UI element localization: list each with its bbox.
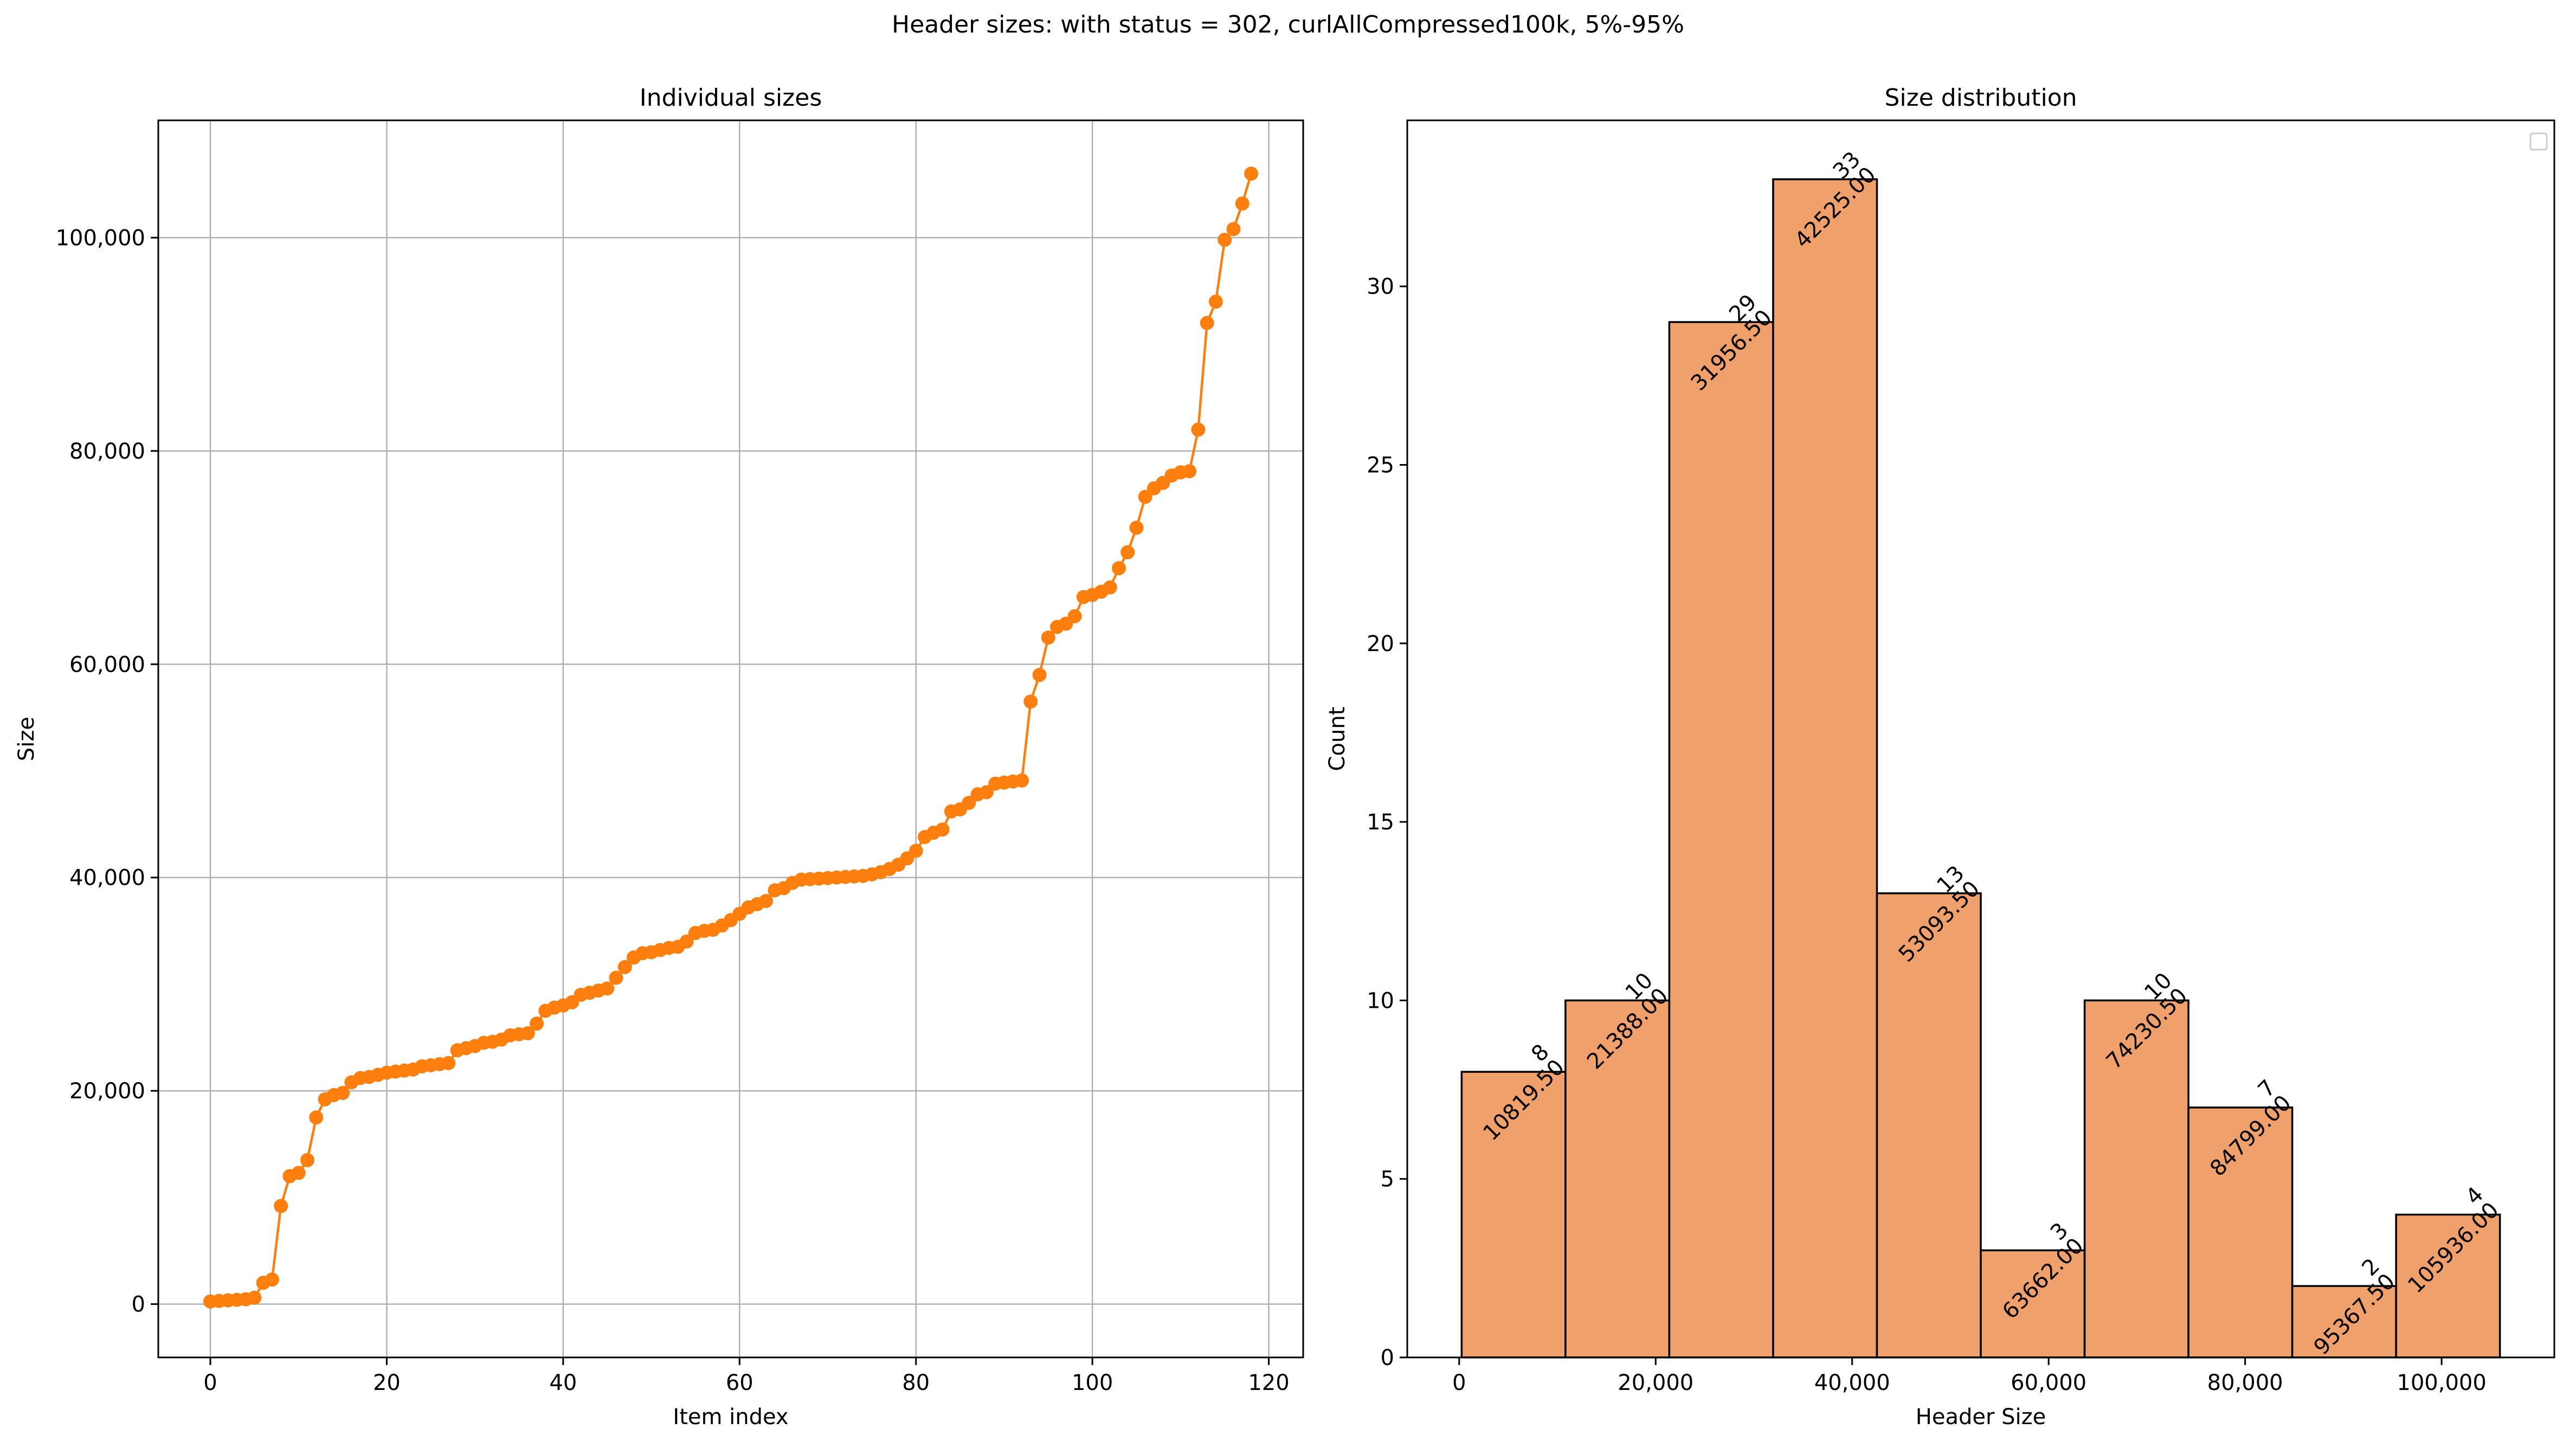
size-point xyxy=(679,934,694,949)
histogram-bar xyxy=(1564,999,1671,1359)
size-point xyxy=(1111,561,1126,576)
size-point xyxy=(1032,667,1047,682)
size-point xyxy=(979,785,994,800)
size-point xyxy=(265,1272,279,1287)
size-point xyxy=(309,1110,324,1125)
right-y-tick-label: 20 xyxy=(1367,632,1394,656)
right-y-tick-label: 25 xyxy=(1367,453,1394,478)
histogram-bar xyxy=(1668,321,1774,1359)
size-point xyxy=(909,844,923,858)
right-x-tick-label: 0 xyxy=(1452,1370,1466,1395)
histogram-bars xyxy=(1460,178,2501,1359)
left-x-tick-label: 0 xyxy=(203,1370,217,1395)
size-point xyxy=(1103,580,1117,595)
size-point xyxy=(1041,630,1055,645)
left-x-tick-label: 100 xyxy=(1072,1370,1113,1395)
right-x-tick-label: 20,000 xyxy=(1618,1370,1693,1395)
size-point xyxy=(1191,422,1206,437)
right-y-tick-label: 0 xyxy=(1381,1346,1394,1370)
right-x-axis-label: Header Size xyxy=(1916,1405,2046,1430)
histogram-bar xyxy=(1980,1249,2086,1359)
size-point xyxy=(962,796,976,810)
size-point xyxy=(600,981,615,996)
size-point xyxy=(291,1166,306,1180)
right-x-axis-ticks: 0 20,000 40,000 60,000 80,000 100,000 xyxy=(1452,1357,2487,1395)
size-point xyxy=(530,1016,544,1031)
size-point xyxy=(1138,490,1152,504)
figure-suptitle: Header sizes: with status = 302, curlAll… xyxy=(892,11,1684,38)
left-x-axis-label: Item index xyxy=(673,1405,788,1430)
size-point xyxy=(617,960,632,974)
left-y-axis-ticks: 0 20,000 40,000 60,000 80,000 100,000 xyxy=(56,226,158,1317)
size-point xyxy=(1120,545,1135,559)
left-x-tick-label: 120 xyxy=(1248,1370,1289,1395)
histogram-bar xyxy=(2083,999,2189,1359)
size-point xyxy=(1182,464,1197,479)
size-point xyxy=(935,822,950,837)
right-x-tick-label: 40,000 xyxy=(1814,1370,1890,1395)
size-series xyxy=(203,166,1258,1309)
left-y-tick-label: 20,000 xyxy=(69,1079,145,1104)
size-point xyxy=(336,1086,350,1100)
right-y-axis-label: Count xyxy=(1325,707,1350,771)
left-y-tick-label: 0 xyxy=(132,1292,145,1317)
size-point xyxy=(1129,520,1144,535)
right-chart-title: Size distribution xyxy=(1884,84,2077,112)
size-point xyxy=(1067,609,1082,623)
left-gridlines xyxy=(158,120,1303,1357)
histogram-bar xyxy=(1876,892,1982,1359)
histogram-bar xyxy=(2187,1106,2294,1359)
right-x-tick-label: 60,000 xyxy=(2011,1370,2086,1395)
left-y-tick-label: 40,000 xyxy=(69,866,145,891)
size-point xyxy=(1235,196,1250,211)
size-point xyxy=(274,1199,288,1213)
size-point xyxy=(1244,166,1258,181)
right-x-tick-label: 100,000 xyxy=(2397,1370,2486,1395)
individual-sizes-chart: Individual sizes 0 20,000 40,000 60,000 80,0… xyxy=(14,84,1304,1430)
left-x-tick-label: 80 xyxy=(902,1370,930,1395)
right-x-tick-label: 80,000 xyxy=(2207,1370,2283,1395)
left-y-tick-label: 60,000 xyxy=(69,652,145,677)
histogram-bar xyxy=(2395,1213,2501,1359)
right-y-tick-label: 30 xyxy=(1367,274,1394,299)
size-point xyxy=(520,1026,535,1040)
left-x-tick-label: 60 xyxy=(726,1370,754,1395)
empty-legend-box xyxy=(2529,132,2548,151)
size-point xyxy=(1208,294,1223,309)
left-y-tick-label: 80,000 xyxy=(69,439,145,464)
size-point xyxy=(300,1153,314,1168)
left-y-tick-label: 100,000 xyxy=(56,226,145,250)
histogram-bar xyxy=(1460,1071,1567,1359)
right-y-tick-label: 15 xyxy=(1367,810,1394,835)
right-y-axis-ticks: 0 5 10 15 20 25 30 xyxy=(1367,274,1407,1370)
left-axes-frame xyxy=(157,119,1304,1359)
right-y-tick-label: 5 xyxy=(1381,1167,1394,1192)
size-point xyxy=(1218,233,1232,247)
size-point xyxy=(1023,694,1038,709)
size-point xyxy=(1226,222,1241,236)
left-x-tick-label: 40 xyxy=(549,1370,577,1395)
left-x-axis-ticks: 0 20 40 60 80 100 120 xyxy=(203,1357,1290,1395)
size-point xyxy=(759,894,774,909)
size-point xyxy=(609,970,623,985)
left-x-tick-label: 20 xyxy=(373,1370,401,1395)
size-point xyxy=(247,1290,262,1305)
size-point xyxy=(441,1056,456,1071)
size-point xyxy=(1200,316,1214,330)
left-chart-title: Individual sizes xyxy=(640,84,822,112)
left-y-axis-label: Size xyxy=(14,717,39,761)
size-distribution-chart: Size distribution 0 5 10 15 20 25 30 0 20,000 40… xyxy=(1325,84,2555,1430)
right-axes-frame xyxy=(1406,119,2555,1359)
histogram-bar xyxy=(1772,178,1878,1359)
right-y-tick-label: 10 xyxy=(1367,988,1394,1013)
size-point xyxy=(1014,773,1029,788)
